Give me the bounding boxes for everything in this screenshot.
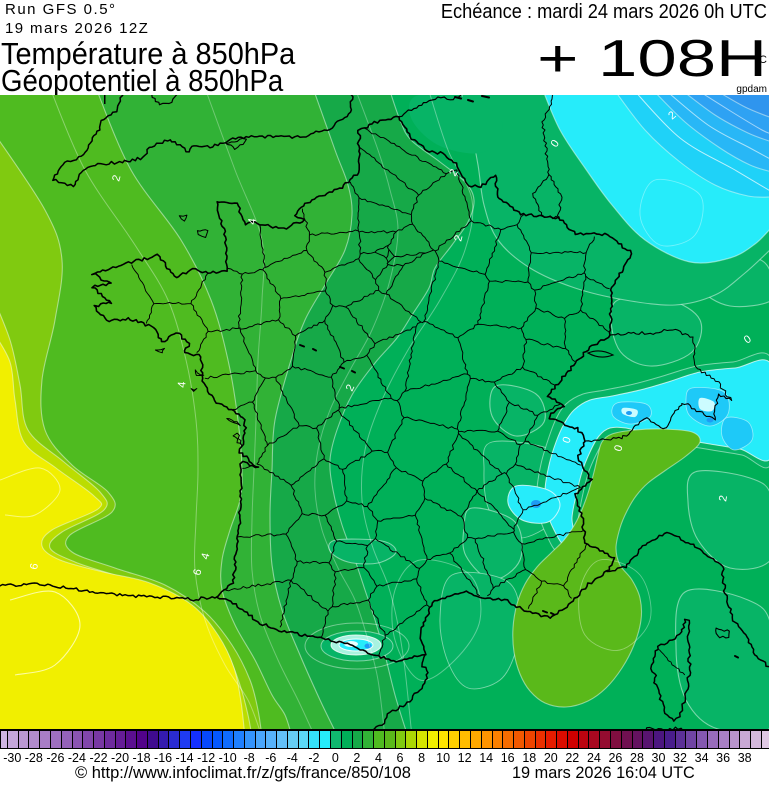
svg-text:0: 0 (742, 333, 754, 346)
svg-text:0: 0 (612, 444, 625, 453)
svg-text:4: 4 (246, 217, 259, 225)
svg-text:2: 2 (110, 174, 123, 183)
svg-text:4: 4 (199, 552, 212, 561)
svg-text:2: 2 (447, 167, 460, 178)
svg-text:2: 2 (717, 494, 730, 502)
svg-text:0: 0 (549, 138, 562, 150)
svg-text:2: 2 (344, 383, 357, 394)
svg-text:4: 4 (176, 381, 188, 388)
svg-text:6: 6 (28, 562, 41, 570)
svg-text:6: 6 (191, 568, 204, 577)
svg-text:2: 2 (452, 234, 465, 243)
svg-text:0: 0 (561, 435, 574, 445)
